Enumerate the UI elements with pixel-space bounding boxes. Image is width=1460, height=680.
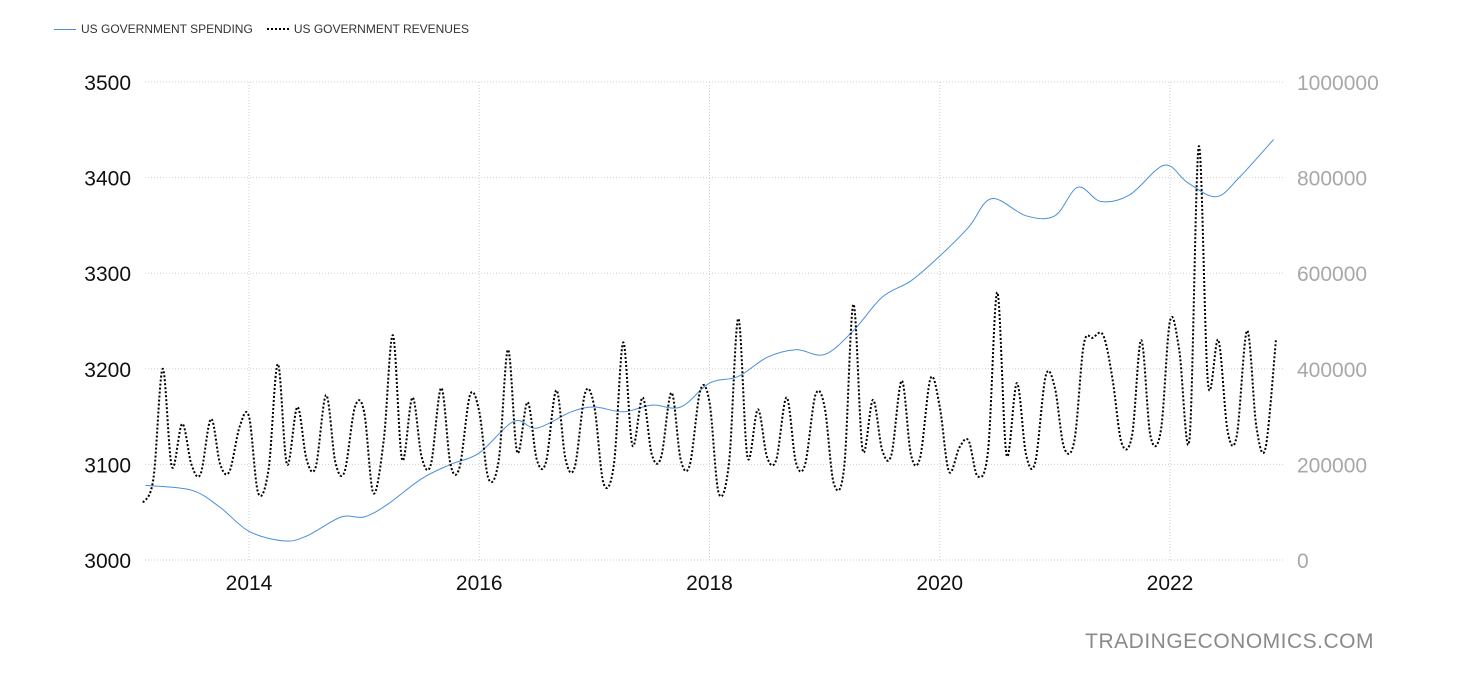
right-axis-ticks: 0 200000 400000 600000 800000 1000000 bbox=[1297, 72, 1379, 573]
y-right-tick-label: 1000000 bbox=[1297, 72, 1379, 95]
y-right-tick-label: 200000 bbox=[1297, 454, 1367, 477]
y-left-tick-label: 3200 bbox=[84, 359, 131, 382]
legend-item-revenues[interactable]: US GOVERNMENT REVENUES bbox=[266, 22, 469, 36]
y-right-tick-label: 400000 bbox=[1297, 359, 1367, 382]
chart-grid bbox=[145, 81, 1285, 561]
x-axis-ticks: 2014 2016 2018 2020 2022 bbox=[226, 572, 1194, 595]
x-tick-label: 2022 bbox=[1147, 572, 1194, 595]
y-right-tick-label: 800000 bbox=[1297, 168, 1367, 191]
y-left-tick-label: 3300 bbox=[84, 263, 131, 286]
y-right-tick-label: 0 bbox=[1297, 550, 1309, 573]
x-tick-label: 2016 bbox=[456, 572, 503, 595]
y-left-tick-label: 3000 bbox=[84, 550, 131, 573]
y-left-tick-label: 3400 bbox=[84, 168, 131, 191]
legend-label-revenues: US GOVERNMENT REVENUES bbox=[293, 22, 469, 36]
legend-label-spending: US GOVERNMENT SPENDING bbox=[81, 22, 253, 36]
y-right-tick-label: 600000 bbox=[1297, 263, 1367, 286]
chart-legend: US GOVERNMENT SPENDING US GOVERNMENT REV… bbox=[54, 22, 483, 36]
legend-swatch-spending bbox=[54, 28, 76, 30]
x-tick-label: 2018 bbox=[686, 572, 733, 595]
watermark: TRADINGECONOMICS.COM bbox=[1085, 630, 1374, 653]
series-line-revenues bbox=[142, 145, 1277, 504]
y-left-tick-label: 3100 bbox=[84, 454, 131, 477]
y-left-tick-label: 3500 bbox=[84, 72, 131, 95]
chart-series bbox=[142, 139, 1277, 542]
legend-swatch-revenues bbox=[266, 28, 289, 30]
series-line-spending bbox=[145, 139, 1274, 542]
legend-item-spending[interactable]: US GOVERNMENT SPENDING bbox=[54, 22, 253, 36]
x-tick-label: 2020 bbox=[916, 572, 963, 595]
x-tick-label: 2014 bbox=[226, 572, 273, 595]
left-axis-ticks: 3000 3100 3200 3300 3400 3500 bbox=[84, 72, 131, 573]
